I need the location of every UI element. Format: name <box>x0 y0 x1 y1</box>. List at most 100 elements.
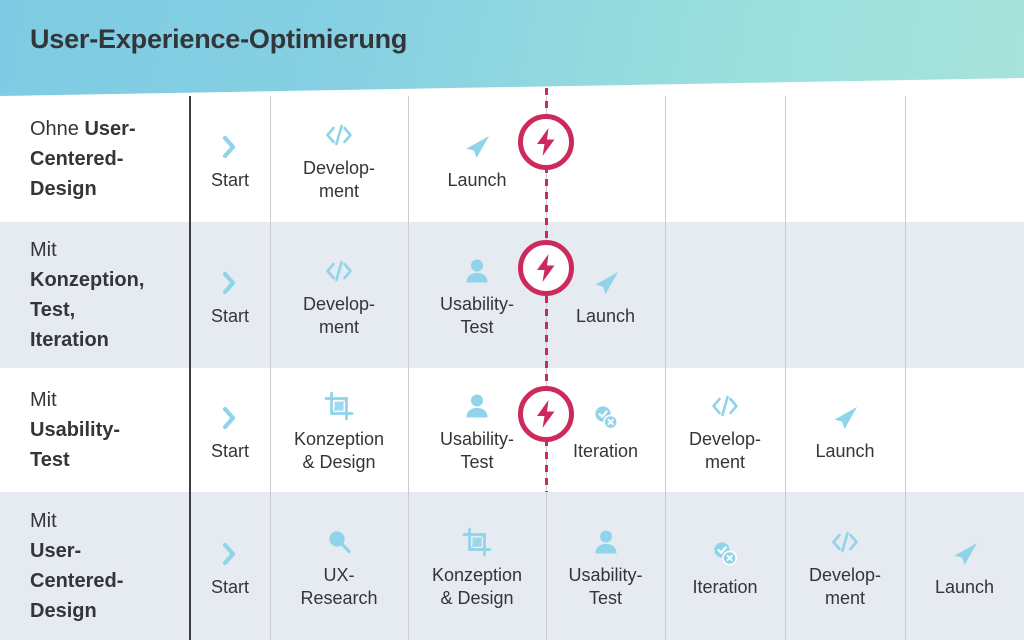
column-divider <box>270 492 271 640</box>
column-divider <box>270 368 271 492</box>
column-divider <box>408 222 409 368</box>
process-step[interactable]: Start <box>190 492 270 640</box>
label-column-divider <box>189 492 191 640</box>
process-step-label: Launch <box>815 440 875 461</box>
page-title: User-Experience-Optimierung <box>30 24 408 54</box>
process-step[interactable]: Usability- Test <box>408 222 546 368</box>
magnifier-icon <box>322 522 356 562</box>
row-label-prefix: Ohne <box>30 118 85 140</box>
process-step-label: Start <box>210 305 249 326</box>
process-step[interactable]: Launch <box>408 96 546 222</box>
column-divider <box>905 492 906 640</box>
row-label: Ohne User- Centered- Design <box>30 114 190 204</box>
paper-plane-icon <box>828 398 862 438</box>
process-step-label: Usability- Test <box>568 565 643 608</box>
process-step-label: Start <box>210 440 249 461</box>
process-step-label: Iteration <box>572 440 639 461</box>
process-step[interactable]: Usability- Test <box>546 492 665 640</box>
process-step[interactable]: Develop- ment <box>785 492 905 640</box>
chevron-right-icon <box>213 534 247 574</box>
table-row: Ohne User- Centered- Design Start Develop-… <box>0 96 1024 222</box>
table-row: Mit Konzeption, Test, Iteration Start Deve… <box>0 222 1024 368</box>
label-column-divider <box>189 222 191 368</box>
timeline-bolt-marker[interactable] <box>518 114 574 170</box>
row-label-emphasis: Usability- Test <box>30 419 121 471</box>
table-row: Mit Usability- Test Start Konzeption & Des… <box>0 368 1024 492</box>
check-x-icon <box>708 534 742 574</box>
check-x-icon <box>589 398 623 438</box>
column-divider <box>270 222 271 368</box>
row-label-emphasis: User- Centered- Design <box>30 540 124 622</box>
process-step[interactable]: Konzeption & Design <box>408 492 546 640</box>
timeline-bolt-marker[interactable] <box>518 240 574 296</box>
chevron-right-icon <box>213 398 247 438</box>
crop-icon <box>322 386 356 426</box>
process-step-label: Iteration <box>692 576 758 597</box>
column-divider <box>665 368 666 492</box>
row-label: Mit Konzeption, Test, Iteration <box>30 235 190 355</box>
process-step[interactable]: Start <box>190 96 270 222</box>
process-step-label: Develop- ment <box>302 158 376 201</box>
process-step[interactable]: Iteration <box>665 492 785 640</box>
user-icon <box>589 522 623 562</box>
process-step[interactable]: Start <box>190 368 270 492</box>
process-step-label: Develop- ment <box>808 565 882 608</box>
paper-plane-icon <box>460 127 494 167</box>
user-icon <box>460 251 494 291</box>
chevron-right-icon <box>213 263 247 303</box>
column-divider <box>546 492 547 640</box>
row-label-cell: Mit Usability- Test <box>0 368 190 492</box>
process-step[interactable]: Konzeption & Design <box>270 368 408 492</box>
column-divider <box>408 96 409 222</box>
paper-plane-icon <box>589 263 623 303</box>
column-divider <box>408 368 409 492</box>
process-step-label: Start <box>210 576 249 597</box>
column-divider <box>785 492 786 640</box>
column-divider <box>270 96 271 222</box>
table-row: Mit User- Centered- Design Start UX- Resea… <box>0 492 1024 640</box>
label-column-divider <box>189 368 191 492</box>
process-step-label: Usability- Test <box>439 429 514 472</box>
process-step-label: Start <box>210 169 249 190</box>
process-step-label: Launch <box>447 169 507 190</box>
process-step-label: Konzeption & Design <box>293 429 385 472</box>
row-label-emphasis: User- Centered- Design <box>30 118 136 200</box>
row-label-cell: Ohne User- Centered- Design <box>0 96 190 222</box>
process-step[interactable]: Launch <box>905 492 1024 640</box>
column-divider <box>785 96 786 222</box>
user-icon <box>460 386 494 426</box>
row-label-prefix: Mit <box>30 239 57 261</box>
row-label-cell: Mit Konzeption, Test, Iteration <box>0 222 190 368</box>
column-divider <box>665 222 666 368</box>
label-column-divider <box>189 96 191 222</box>
row-label-prefix: Mit <box>30 510 57 532</box>
row-label-cell: Mit User- Centered- Design <box>0 492 190 640</box>
process-step-label: Develop- ment <box>302 294 376 337</box>
process-step[interactable]: Start <box>190 222 270 368</box>
process-comparison-table: Ohne User- Centered- Design Start Develop-… <box>0 96 1024 640</box>
column-divider <box>905 222 906 368</box>
code-icon <box>322 115 356 155</box>
process-step-label: UX- Research <box>300 565 378 608</box>
process-step-label: Launch <box>575 305 636 326</box>
code-icon <box>708 386 742 426</box>
process-step[interactable]: Iteration <box>546 368 665 492</box>
row-label: Mit User- Centered- Design <box>30 506 190 626</box>
process-step[interactable]: Launch <box>546 222 665 368</box>
process-step[interactable]: Launch <box>785 368 905 492</box>
process-step-label: Launch <box>934 576 995 597</box>
process-step[interactable]: Usability- Test <box>408 368 546 492</box>
chevron-right-icon <box>213 127 247 167</box>
row-label: Mit Usability- Test <box>30 385 190 475</box>
process-step[interactable]: UX- Research <box>270 492 408 640</box>
process-step[interactable]: Develop- ment <box>665 368 785 492</box>
process-step[interactable]: Develop- ment <box>270 222 408 368</box>
process-step-label: Usability- Test <box>439 294 514 337</box>
column-divider <box>905 368 906 492</box>
crop-icon <box>460 522 494 562</box>
column-divider <box>665 96 666 222</box>
row-label-emphasis: Konzeption, Test, Iteration <box>30 269 145 351</box>
process-step-label: Develop- ment <box>688 429 762 472</box>
timeline-bolt-marker[interactable] <box>518 386 574 442</box>
process-step[interactable]: Develop- ment <box>270 96 408 222</box>
